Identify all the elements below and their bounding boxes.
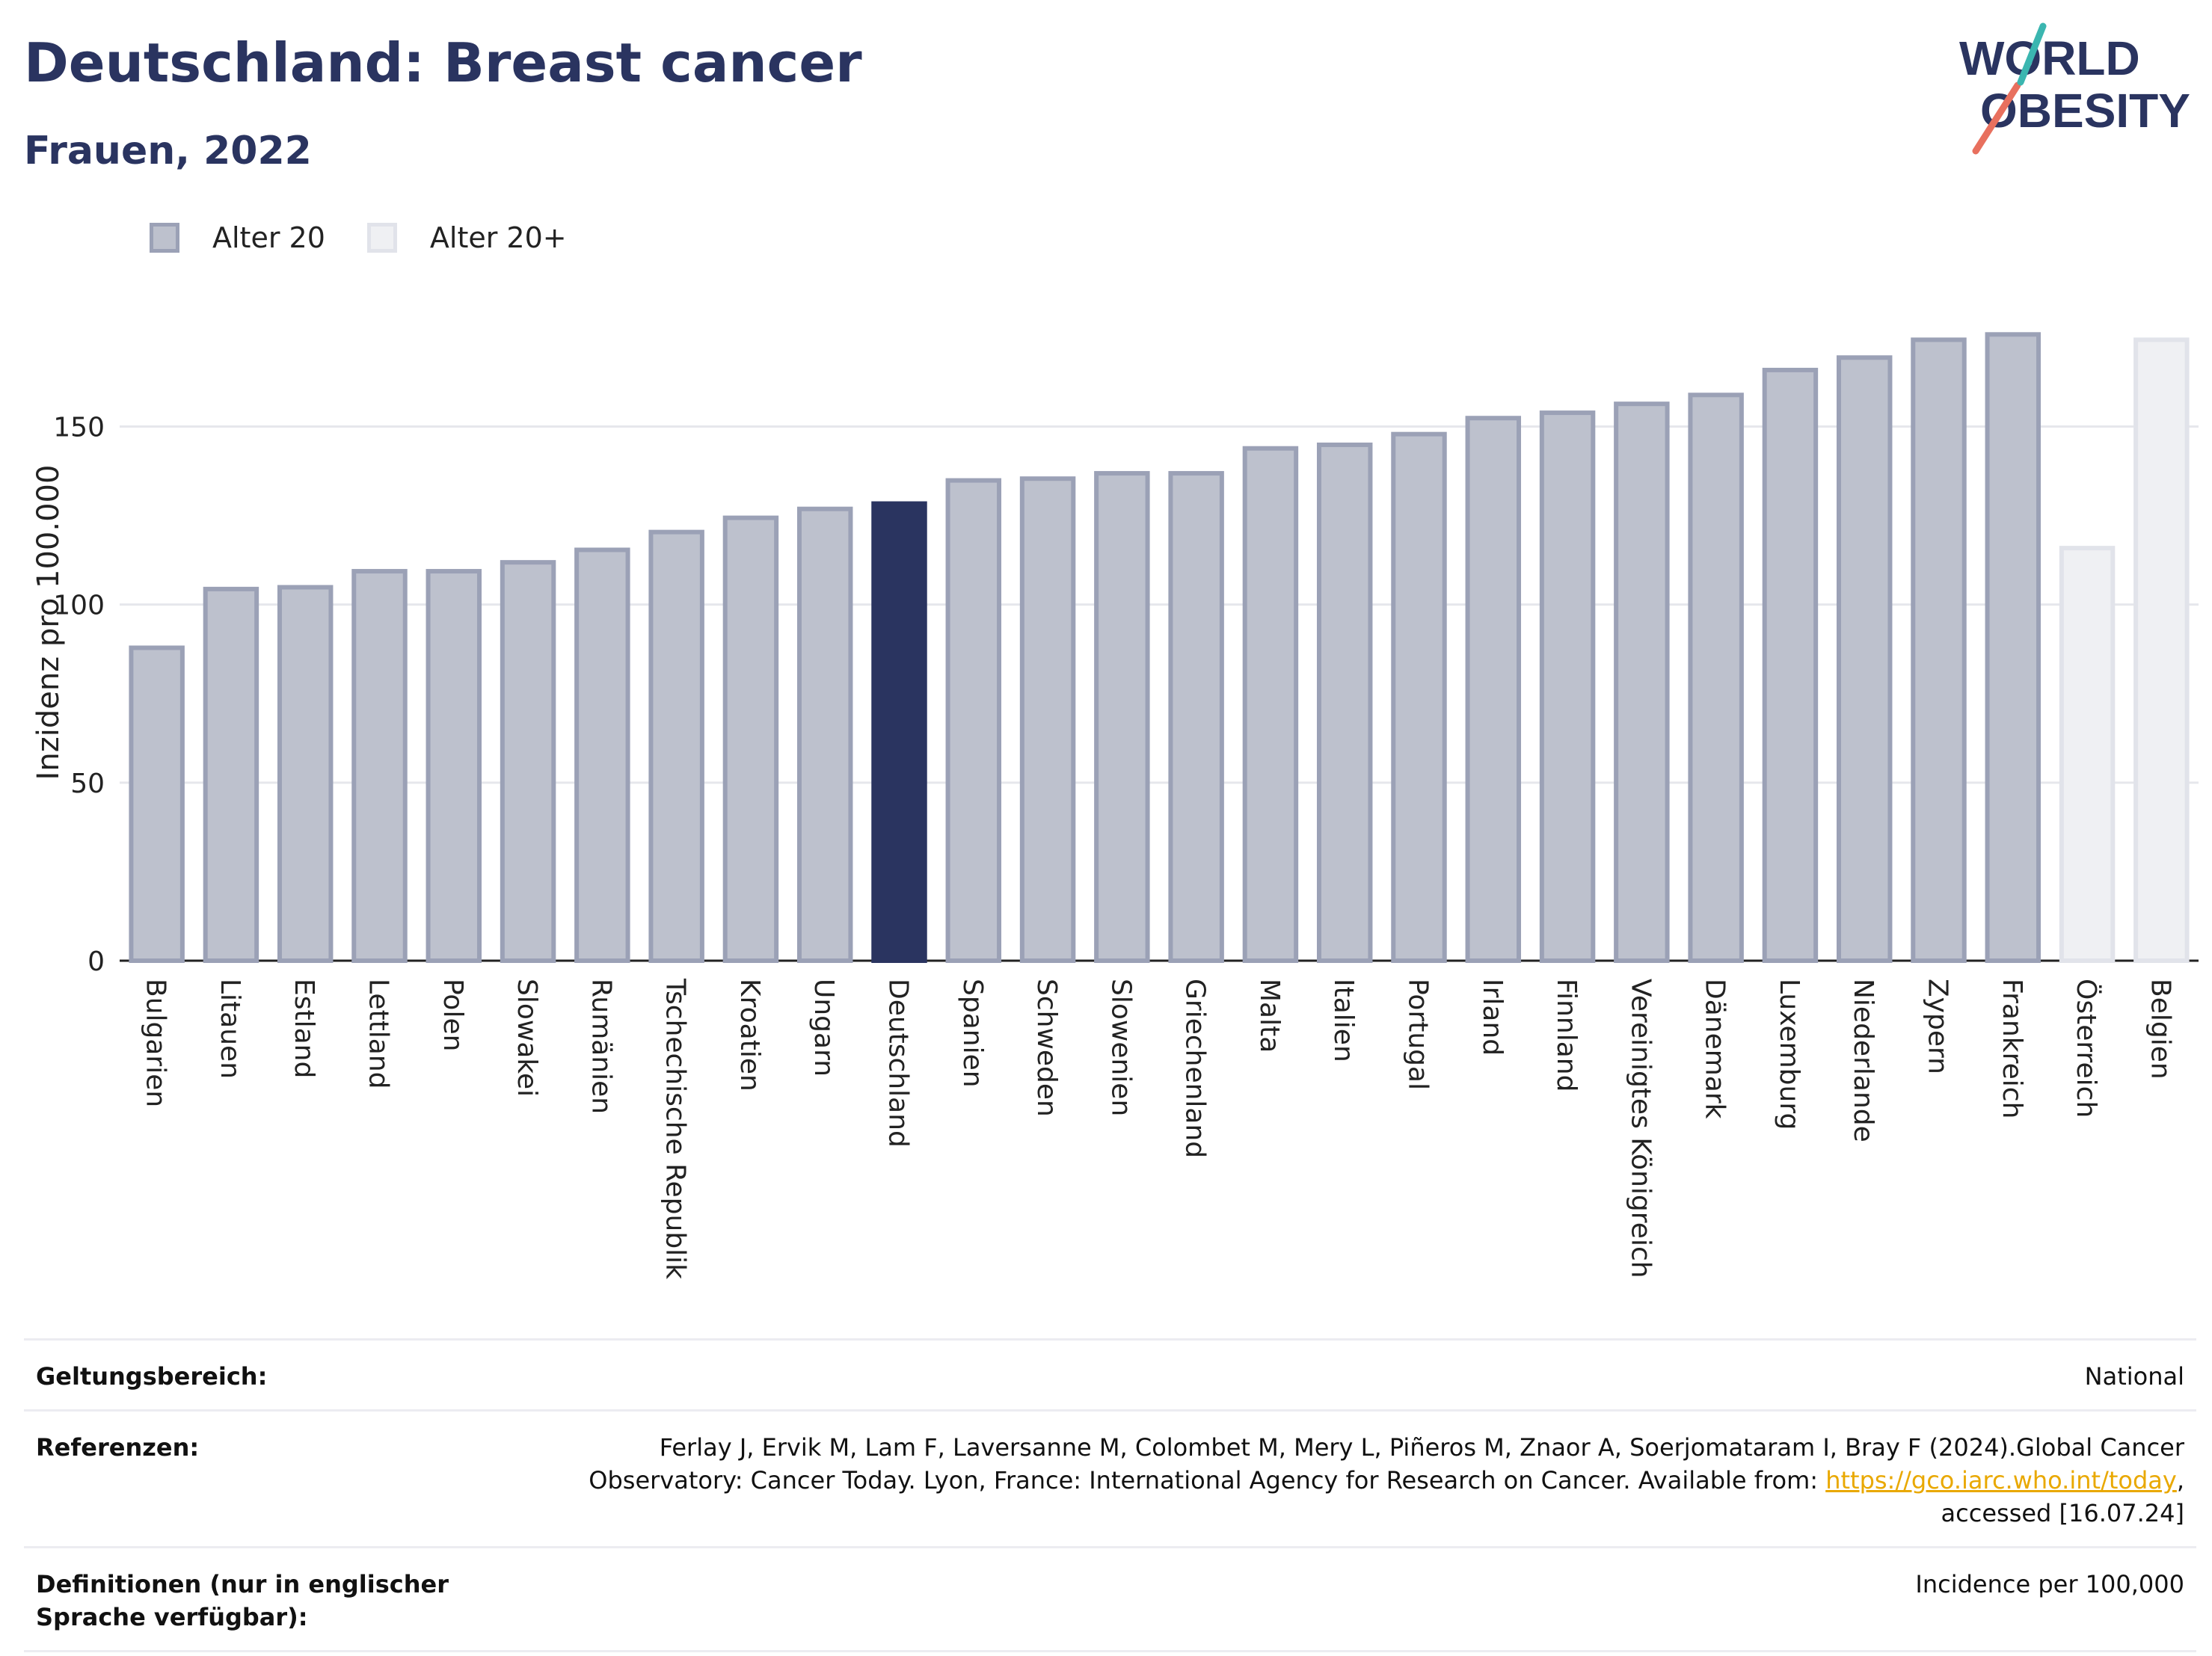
info-table: Geltungsbereich: National Referenzen: Fe… [24, 1338, 2196, 1652]
bar [1391, 431, 1447, 963]
bar [1019, 476, 1076, 964]
y-tick-label: 150 [53, 413, 105, 443]
x-tick-label: Rumänien [586, 979, 616, 1114]
references-value: Ferlay J, Ervik M, Lam F, Laversanne M, … [577, 1431, 2184, 1530]
x-tick-label: Slowakei [511, 979, 542, 1097]
bar [425, 569, 482, 964]
x-tick-label: Vereinigtes Königreich [1625, 979, 1656, 1278]
page-subtitle: Frauen, 2022 [24, 129, 312, 173]
world-obesity-logo: WORLD OBESITY [1959, 22, 2190, 155]
bar [203, 586, 259, 963]
definitions-label: Definitionen (nur in englischer Sprache … [36, 1570, 449, 1631]
x-tick-label: Litauen [215, 979, 245, 1079]
y-tick-label: 50 [70, 769, 105, 799]
legend-swatch-alter-20 [150, 223, 179, 253]
x-tick-label: Portugal [1403, 979, 1434, 1090]
bar [722, 515, 779, 963]
bar [1911, 337, 1967, 963]
bar [945, 478, 1002, 963]
bar [1762, 367, 1819, 964]
bar-chart: 0 50 100 150 Inzidenz pro 100.000 Bulgarien Li… [31, 332, 2199, 1279]
bar [871, 501, 927, 964]
x-tick-label: Frankreich [1997, 979, 2027, 1118]
x-tick-label: Spanien [957, 979, 988, 1088]
x-tick-label: Ungarn [808, 979, 839, 1077]
x-tick-label: Polen [437, 979, 468, 1051]
bar [1688, 393, 1744, 964]
scope-label: Geltungsbereich: [36, 1362, 268, 1391]
x-tick-label: Schweden [1031, 979, 1062, 1117]
x-tick-label: Slowenien [1105, 979, 1136, 1116]
legend-item-alter-20[interactable]: Alter 20 [150, 221, 325, 254]
info-row-definitions: Definitionen (nur in englischer Sprache … [24, 1546, 2196, 1652]
page-title: Deutschland: Breast cancer [24, 31, 862, 94]
x-tick-label: Dänemark [1700, 979, 1730, 1119]
bar [1985, 332, 2042, 964]
bar [574, 547, 630, 963]
bar [500, 560, 556, 964]
bar [648, 529, 704, 963]
x-tick-label: Belgien [2145, 979, 2175, 1080]
x-tick-label: Kroatien [734, 979, 765, 1092]
x-tick-label: Bulgarien [141, 979, 171, 1107]
bar [1614, 401, 1670, 963]
x-tick-label: Tschechische Republik [660, 978, 691, 1279]
references-text: Ferlay J, Ervik M, Lam F, Laversanne M, … [589, 1433, 2184, 1495]
y-tick-label: 0 [87, 946, 105, 977]
info-row-references: Referenzen: Ferlay J, Ervik M, Lam F, La… [24, 1409, 2196, 1546]
bar [1242, 446, 1299, 963]
legend-label: Alter 20+ [429, 221, 567, 254]
bar [2133, 337, 2190, 963]
bar [129, 645, 185, 963]
scope-value: National [2084, 1362, 2184, 1391]
bar [2059, 546, 2116, 963]
x-tick-label: Irland [1477, 979, 1508, 1056]
logo-line-1: WORLD [1959, 31, 2140, 85]
bar [796, 506, 853, 963]
y-axis-label: Inzidenz pro 100.000 [31, 465, 66, 781]
bar [1094, 471, 1150, 963]
x-tick-label: Niederlande [1848, 979, 1878, 1142]
bar [351, 569, 408, 964]
chart-legend: Alter 20 Alter 20+ [150, 221, 609, 254]
x-tick-label: Luxemburg [1774, 979, 1804, 1130]
references-label: Referenzen: [36, 1433, 200, 1462]
x-tick-label: Deutschland [883, 979, 914, 1148]
bar [1836, 355, 1893, 963]
bar [1539, 410, 1596, 963]
bar [1316, 442, 1373, 964]
x-tick-label: Estland [289, 979, 319, 1078]
x-tick-label: Malta [1254, 979, 1285, 1053]
references-tail: , accessed [16.07.24] [1941, 1466, 2184, 1527]
x-tick-label: Italien [1328, 979, 1359, 1062]
legend-swatch-alter-20-plus [366, 223, 397, 253]
y-tick-label: 100 [53, 591, 105, 621]
x-tick-label: Finnland [1551, 979, 1582, 1092]
x-tick-label: Österreich [2071, 979, 2102, 1118]
legend-item-alter-20-plus[interactable]: Alter 20+ [366, 221, 567, 254]
definitions-value: Incidence per 100,000 [1915, 1570, 2184, 1598]
bar [1168, 471, 1224, 963]
x-tick-label: Zypern [1923, 979, 1953, 1074]
bar [1465, 416, 1522, 964]
bar [277, 585, 334, 963]
legend-label: Alter 20 [212, 221, 325, 254]
x-tick-label: Griechenland [1180, 979, 1211, 1158]
x-tick-label: Lettland [363, 979, 394, 1089]
references-link[interactable]: https://gco.iarc.who.int/today [1825, 1466, 2177, 1495]
info-row-scope: Geltungsbereich: National [24, 1338, 2196, 1409]
